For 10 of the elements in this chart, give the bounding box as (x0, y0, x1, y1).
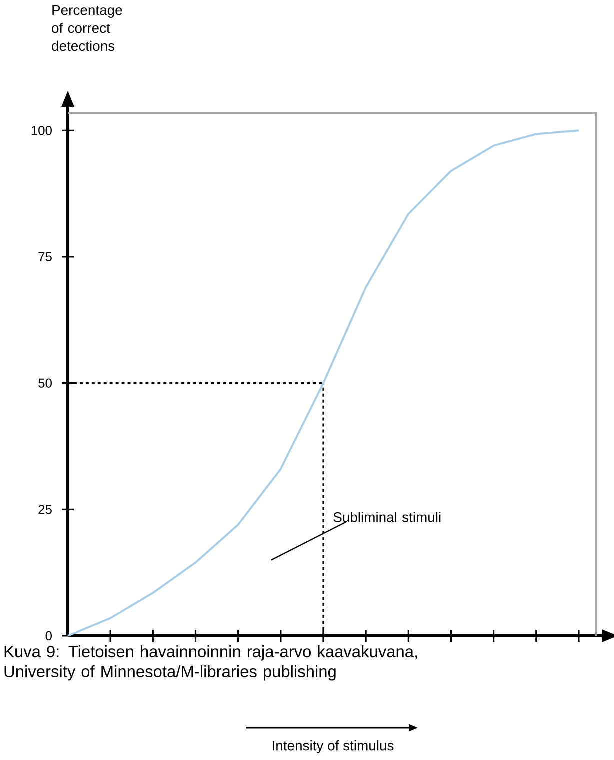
y-tick-label: 25 (38, 505, 52, 514)
y-tick-label: 0 (46, 631, 52, 641)
text: Kuva 9: Tietoisen havainnoinnin raja-arvo kaavakuvana, University of Minnesota/M-libraries publishing (4, 646, 418, 681)
text: Intensity of stimulus (273, 740, 394, 754)
y-tick-label: 75 (38, 252, 52, 262)
y-tick-label: 50 (38, 378, 52, 388)
y-axis-title: Percentage of correct detections (52, 6, 122, 52)
line-series (67, 130, 580, 637)
y-tick-label: 100 (32, 126, 52, 136)
annotation: Subliminal stimuli (334, 512, 441, 522)
